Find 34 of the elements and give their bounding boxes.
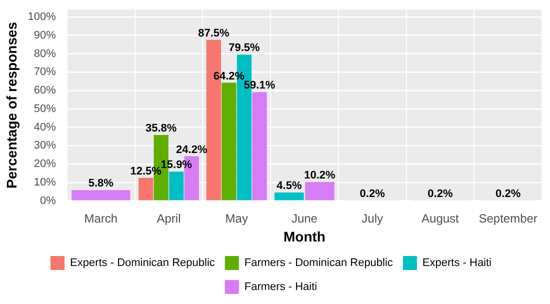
x-tick-label: June [291,211,318,226]
y-tick-label: 60% [34,84,56,97]
y-tick-label: 10% [34,176,56,188]
data-label: 0.2% [360,188,386,200]
x-tick-label: September [478,211,538,226]
x-tick-label: July [362,211,384,226]
data-label: 10.2% [304,170,336,182]
data-label: 24.2% [176,144,208,156]
data-label: 79.5% [228,42,260,54]
data-label: 5.8% [88,178,114,190]
y-tick-label: 0% [40,194,56,207]
data-label: 35.8% [145,122,177,135]
y-tick-label: 50% [34,102,56,115]
legend-label: Experts - Haiti [422,257,492,270]
y-tick-label: 90% [34,29,56,42]
x-tick-label: April [156,211,181,226]
y-tick-label: 30% [34,140,56,152]
y-tick-label: 70% [34,66,56,78]
legend-label: Farmers - Dominican Republic [244,257,394,270]
y-tick-label: 40% [34,121,56,134]
x-tick-label: August [422,211,460,226]
y-tick-label: 20% [34,158,56,170]
y-tick-label: 80% [34,48,56,60]
data-label: 87.5% [198,27,230,40]
x-axis-title: Month [283,228,326,244]
x-tick-label: March [84,211,118,226]
data-label: 0.2% [496,188,521,200]
y-axis-title: Percentage of responses [3,22,20,188]
x-tick-label: May [225,211,248,226]
legend-label: Farmers - Haiti [244,281,318,294]
legend-label: Experts - Dominican Republic [70,257,216,270]
y-tick-label: 100% [28,10,56,23]
data-label: 4.5% [276,180,302,192]
data-label: 0.2% [428,188,453,200]
